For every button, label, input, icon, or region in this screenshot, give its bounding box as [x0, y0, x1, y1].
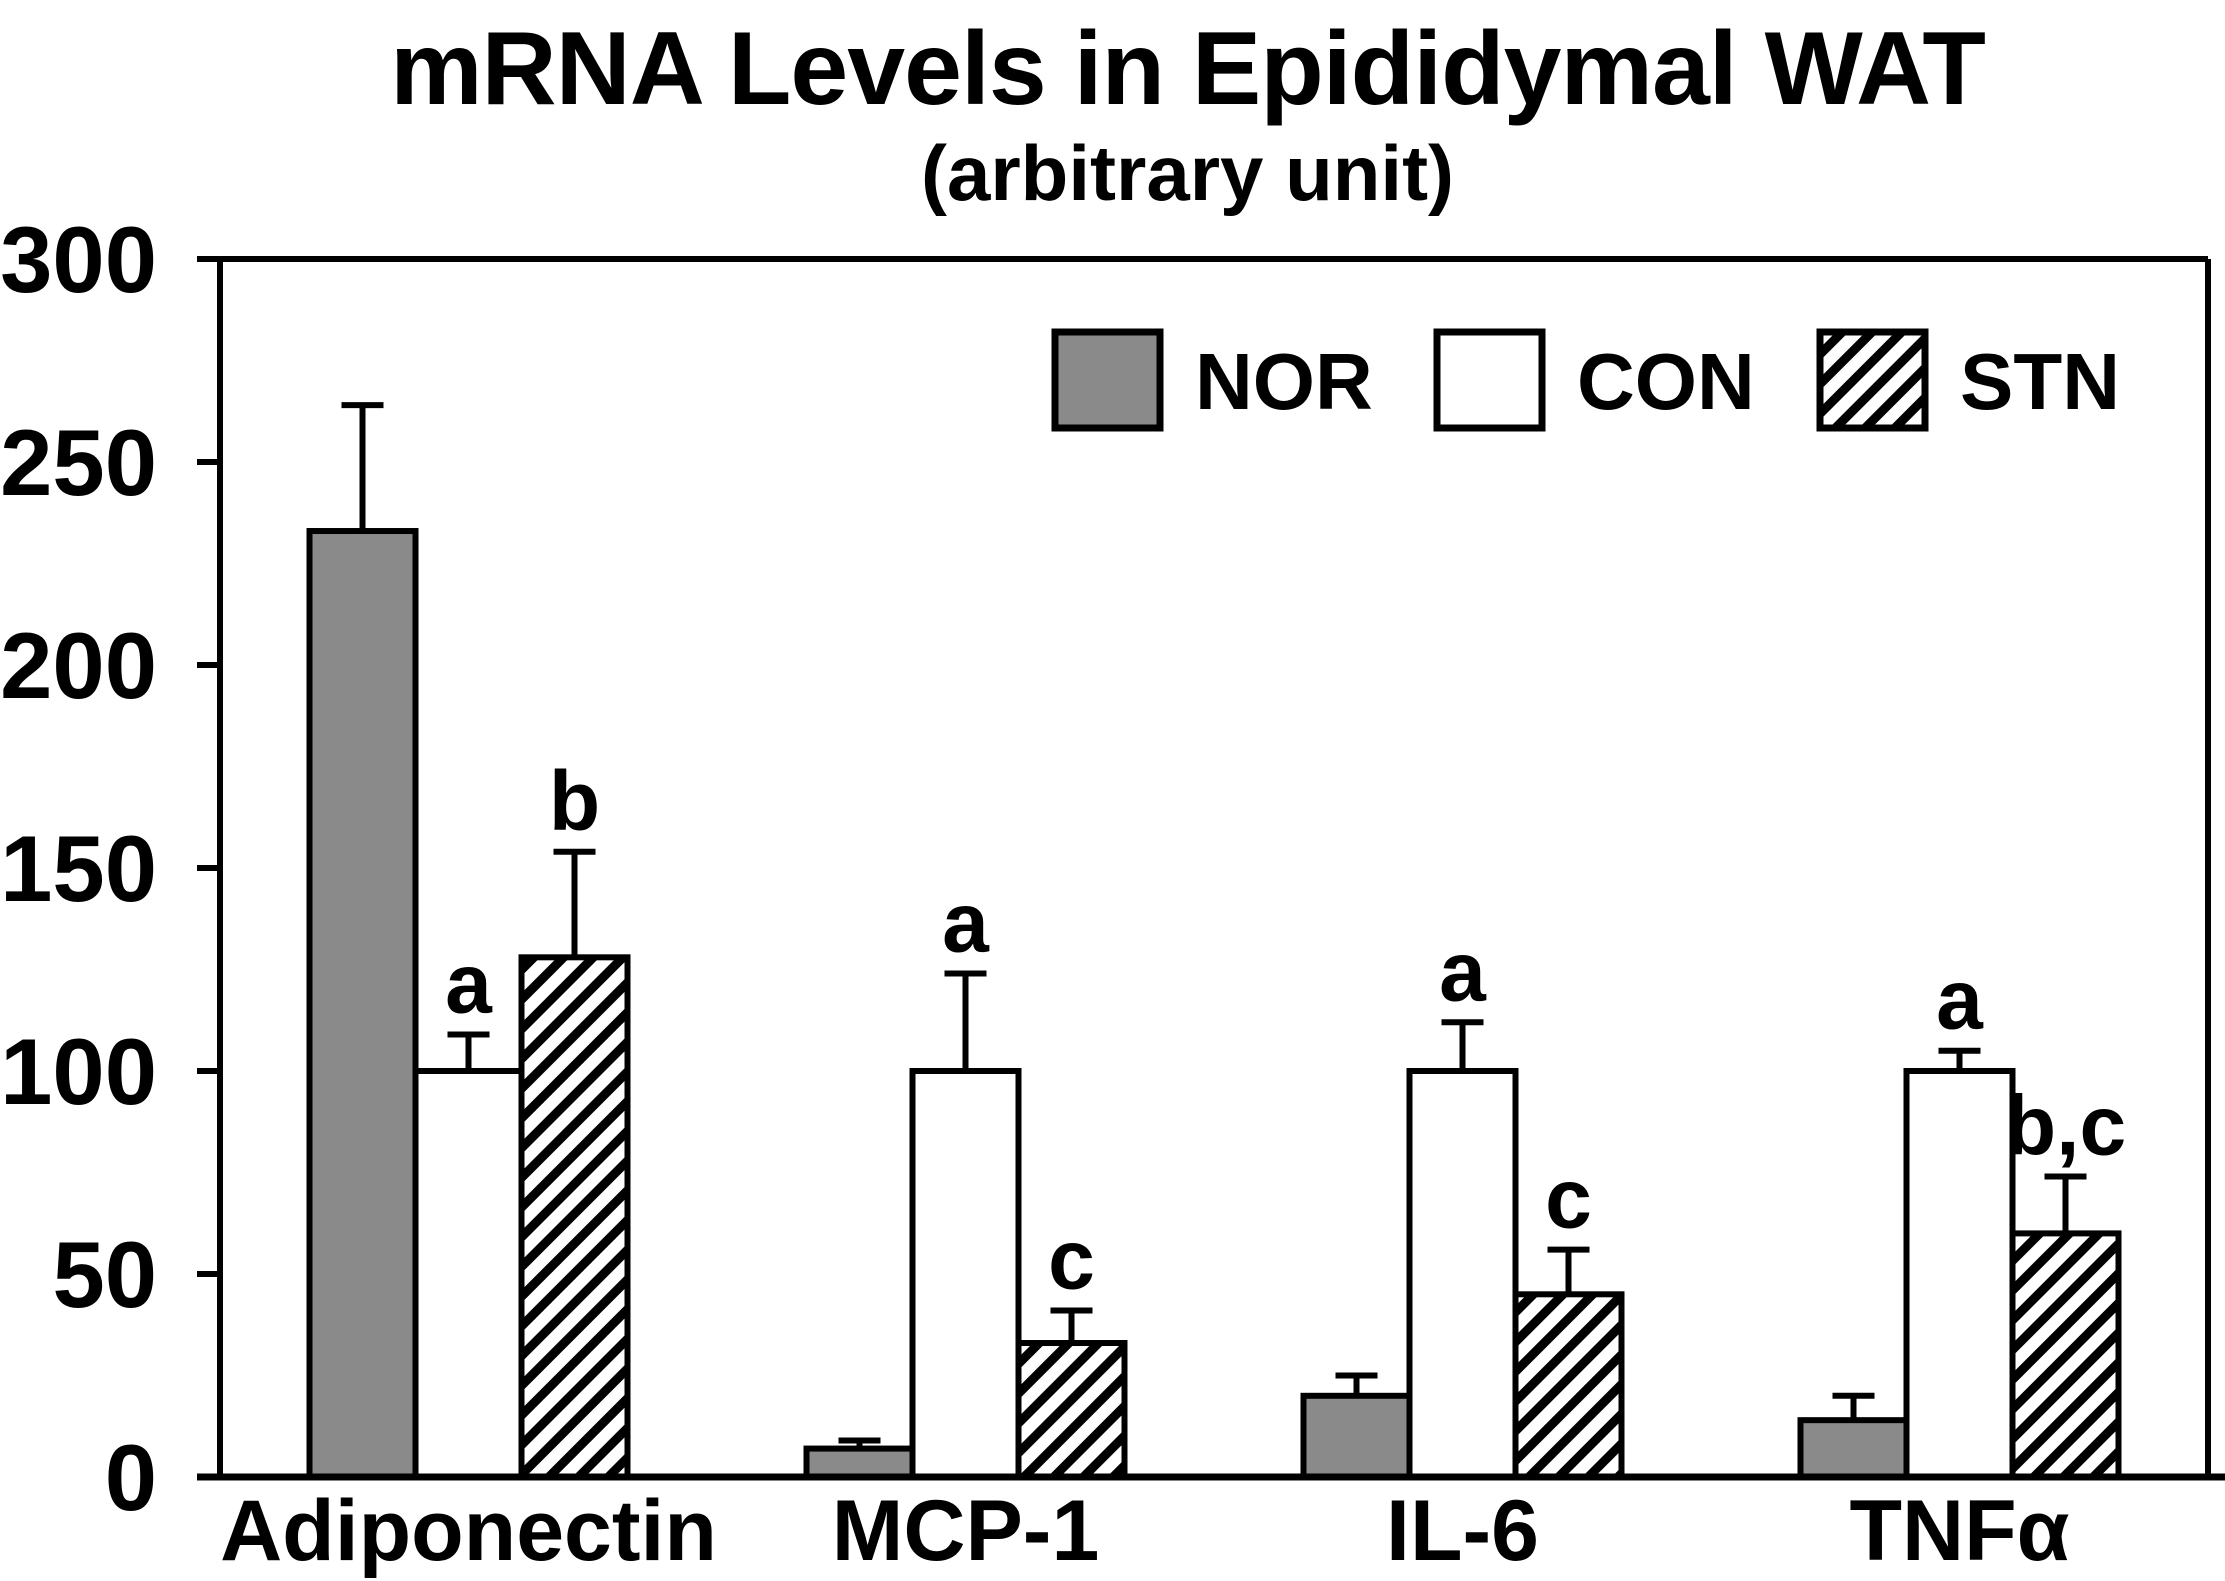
sig-letter-il-6-stn: c — [1545, 1152, 1592, 1246]
bar-il-6-nor — [1300, 1392, 1413, 1481]
bar-adiponectin-stn — [518, 954, 631, 1480]
legend-label-nor: NOR — [1195, 337, 1373, 426]
bar-il-6-stn — [1512, 1291, 1625, 1481]
bar-mcp-1-stn — [1015, 1340, 1128, 1481]
sig-letter-mcp-1-con: a — [942, 876, 990, 970]
x-axis-label-adiponectin: Adiponectin — [220, 1483, 717, 1579]
sig-letter-tnf-stn: b,c — [2005, 1079, 2126, 1173]
y-axis-tick-label: 250 — [0, 410, 157, 515]
bar-tnf-stn — [2009, 1230, 2122, 1481]
chart-subtitle: (arbitrary unit) — [920, 129, 1455, 217]
sig-letter-il-6-con: a — [1439, 924, 1487, 1018]
x-axis-label-tnf: TNFα — [1849, 1483, 2069, 1579]
legend-swatch-nor — [1051, 328, 1164, 432]
y-axis-tick-label: 100 — [0, 1019, 157, 1124]
legend-swatch-con — [1433, 328, 1546, 432]
sig-letter-tnf-con: a — [1936, 953, 1984, 1047]
sig-letter-adiponectin-con: a — [445, 936, 493, 1030]
legend-label-con: CON — [1577, 337, 1755, 426]
y-axis-tick-label: 0 — [105, 1425, 157, 1530]
y-axis-tick-label: 200 — [0, 613, 157, 718]
bar-adiponectin-con — [412, 1068, 525, 1480]
x-axis-label-mcp-1: MCP-1 — [832, 1483, 1100, 1579]
plot-area: 050100150200250300abAdiponectinacMCP-1ac… — [0, 207, 2225, 1579]
bar-adiponectin-nor — [306, 528, 419, 1480]
bar-mcp-1-con — [909, 1068, 1022, 1480]
y-axis-tick-label: 300 — [0, 207, 157, 312]
x-axis-label-il-6: IL-6 — [1386, 1483, 1539, 1579]
bar-mcp-1-nor — [803, 1445, 916, 1480]
sig-letter-adiponectin-stn: b — [549, 754, 600, 848]
y-axis-tick-label: 150 — [0, 816, 157, 921]
chart-title: mRNA Levels in Epididymal WAT — [390, 11, 1986, 127]
bar-tnf-nor — [1797, 1417, 1910, 1481]
legend-swatch-stn — [1816, 328, 1929, 432]
legend-label-stn: STN — [1960, 337, 2120, 426]
bar-il-6-con — [1406, 1068, 1519, 1480]
sig-letter-mcp-1-stn: c — [1048, 1213, 1095, 1307]
bar-tnf-con — [1903, 1068, 2016, 1480]
y-axis-tick-label: 50 — [52, 1222, 157, 1327]
